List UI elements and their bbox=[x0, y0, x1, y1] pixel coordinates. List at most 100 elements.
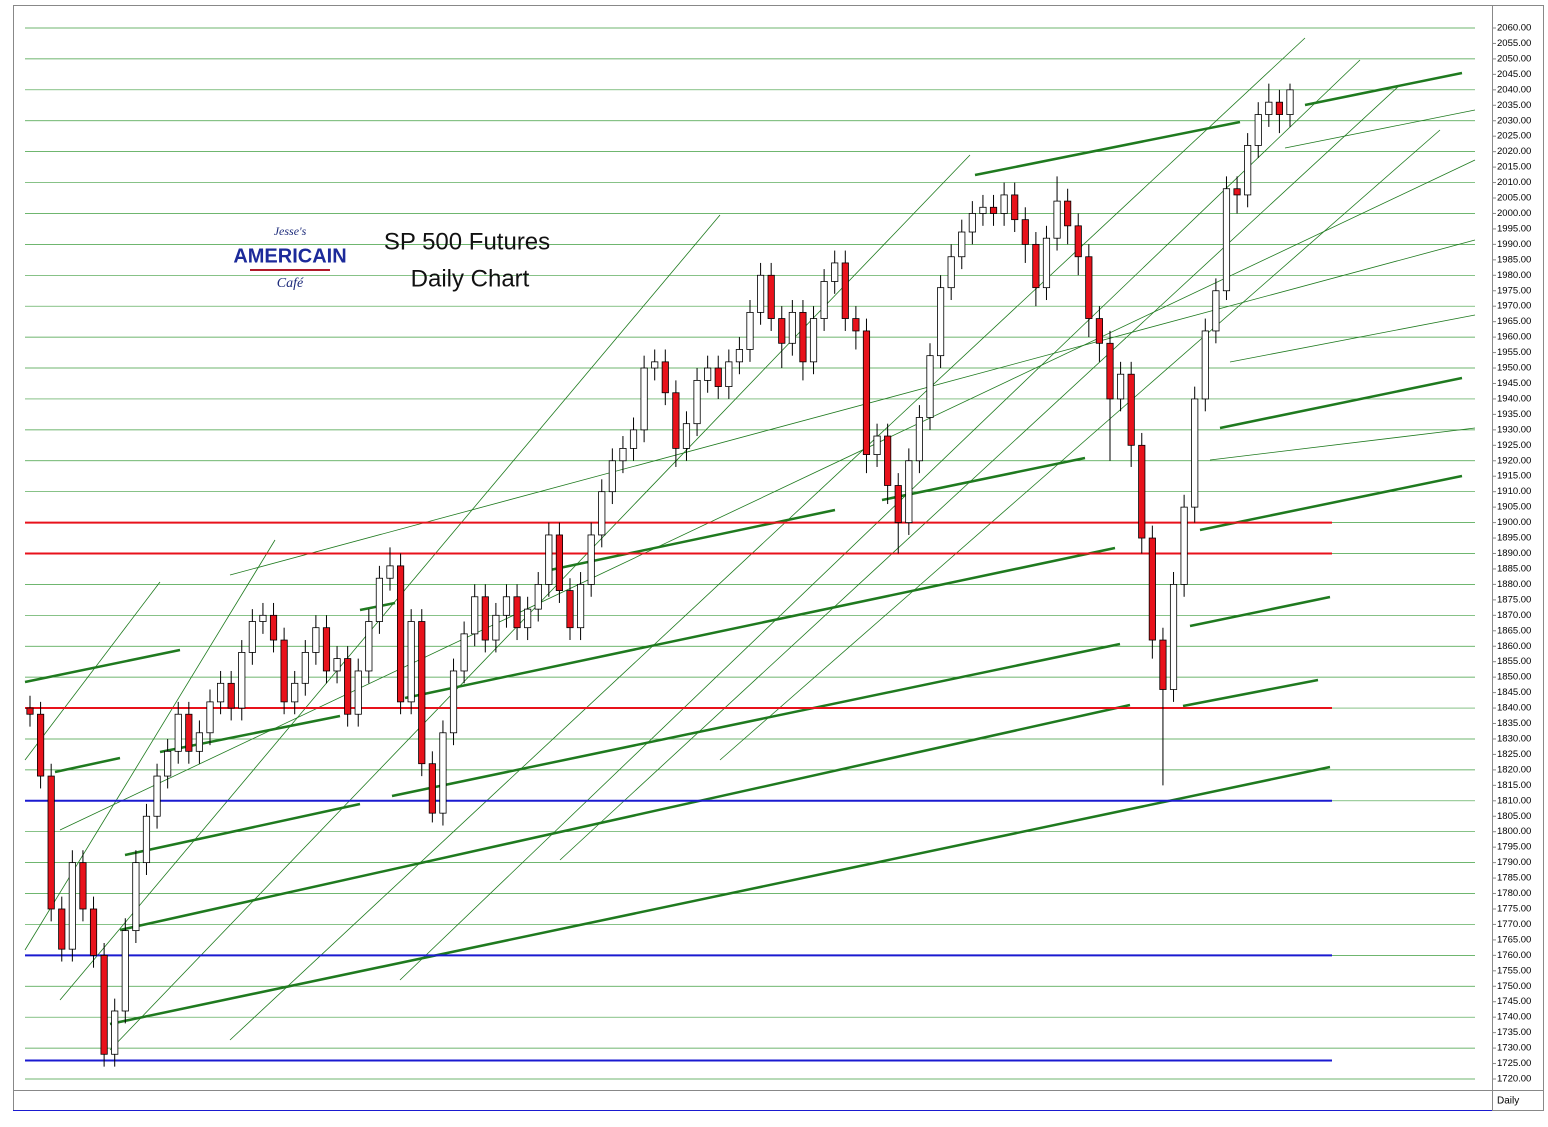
candle-body bbox=[968, 213, 976, 233]
candle-body bbox=[534, 584, 542, 610]
candle-body bbox=[1275, 101, 1283, 115]
fan-line bbox=[59, 214, 721, 1001]
trendline bbox=[1199, 474, 1463, 532]
logo: Jesse's AMERICAIN Café bbox=[233, 224, 346, 291]
candle-body bbox=[1021, 219, 1029, 245]
y-tick-label: 1965.00 bbox=[1497, 316, 1531, 327]
y-tick-label: 2025.00 bbox=[1497, 131, 1531, 142]
y-tick-label: 2015.00 bbox=[1497, 162, 1531, 173]
candle-body bbox=[111, 1010, 119, 1055]
candle-body bbox=[1191, 398, 1199, 508]
candle-body bbox=[714, 367, 722, 387]
candle-body bbox=[608, 460, 616, 493]
candle-body bbox=[142, 815, 151, 864]
candle-body bbox=[1254, 114, 1262, 146]
candle-body bbox=[79, 862, 87, 910]
candle-body bbox=[915, 417, 923, 462]
y-tick-label: 1790.00 bbox=[1497, 857, 1531, 868]
y-tick-label: 1890.00 bbox=[1497, 548, 1531, 559]
y-tick-label: 1825.00 bbox=[1497, 749, 1531, 760]
candle-body bbox=[333, 658, 341, 672]
logo-line: Café bbox=[277, 276, 304, 291]
y-tick-label: 1985.00 bbox=[1497, 254, 1531, 265]
candle-body bbox=[397, 565, 405, 703]
fan-line bbox=[719, 129, 1441, 761]
candle-body bbox=[788, 311, 796, 344]
candle-body bbox=[301, 652, 309, 684]
y-tick-label: 1915.00 bbox=[1497, 471, 1531, 482]
logo-line: Jesse's bbox=[274, 224, 307, 238]
y-tick-label: 1960.00 bbox=[1497, 332, 1531, 343]
candle-body bbox=[629, 429, 638, 449]
candle-body bbox=[227, 682, 235, 709]
candle-body bbox=[778, 318, 786, 344]
y-tick-label: 1725.00 bbox=[1497, 1058, 1531, 1069]
y-tick-label: 1955.00 bbox=[1497, 347, 1531, 358]
y-tick-label: 1765.00 bbox=[1497, 934, 1531, 945]
candle-body bbox=[1053, 200, 1061, 239]
candle-body bbox=[1095, 318, 1103, 344]
y-tick-label: 2060.00 bbox=[1497, 23, 1531, 34]
candle-body bbox=[481, 596, 489, 641]
y-tick-label: 1850.00 bbox=[1497, 672, 1531, 683]
y-tick-label: 1920.00 bbox=[1497, 455, 1531, 466]
y-tick-label: 1750.00 bbox=[1497, 981, 1531, 992]
trendline bbox=[404, 546, 1116, 700]
y-tick-label: 1895.00 bbox=[1497, 533, 1531, 544]
candle-body bbox=[1138, 444, 1146, 539]
y-tick-label: 1770.00 bbox=[1497, 919, 1531, 930]
candle-body bbox=[1169, 584, 1178, 690]
candle-body bbox=[1212, 290, 1220, 332]
y-tick-label: 1930.00 bbox=[1497, 424, 1531, 435]
candle-body bbox=[1011, 194, 1019, 221]
chart-subtitle: Daily Chart bbox=[411, 265, 530, 292]
candle-body bbox=[1064, 200, 1072, 227]
candle-body bbox=[449, 670, 458, 734]
candle-body bbox=[513, 596, 521, 629]
candle-body bbox=[460, 633, 468, 672]
trendline bbox=[119, 703, 1131, 932]
candle-body bbox=[502, 596, 511, 616]
y-tick-label: 1975.00 bbox=[1497, 285, 1531, 296]
y-tick-label: 2055.00 bbox=[1497, 38, 1531, 49]
candle-body bbox=[195, 732, 203, 752]
candle-body bbox=[820, 281, 828, 319]
candle-body bbox=[979, 206, 987, 214]
fan-line bbox=[559, 84, 1401, 861]
candle-body bbox=[1000, 194, 1008, 214]
y-tick-label: 1795.00 bbox=[1497, 842, 1531, 853]
candle-body bbox=[1180, 506, 1188, 585]
candle-body bbox=[1233, 188, 1241, 196]
candle-body bbox=[746, 311, 754, 350]
fan-line bbox=[1284, 109, 1476, 149]
trendline bbox=[54, 756, 121, 774]
candle-body bbox=[947, 256, 955, 289]
candle-body bbox=[619, 447, 627, 462]
candle-body bbox=[555, 534, 563, 591]
y-tick-label: 2030.00 bbox=[1497, 115, 1531, 126]
y-tick-label: 1875.00 bbox=[1497, 594, 1531, 605]
y-tick-label: 1810.00 bbox=[1497, 795, 1531, 806]
candle-body bbox=[958, 231, 966, 258]
y-tick-label: 1885.00 bbox=[1497, 563, 1531, 574]
candle-body bbox=[831, 262, 839, 282]
fan-line bbox=[1229, 314, 1476, 363]
y-tick-label: 1745.00 bbox=[1497, 996, 1531, 1007]
y-tick-label: 2020.00 bbox=[1497, 146, 1531, 157]
y-tick-label: 1905.00 bbox=[1497, 502, 1531, 513]
y-tick-label: 2035.00 bbox=[1497, 100, 1531, 111]
y-tick-label: 1945.00 bbox=[1497, 378, 1531, 389]
fan-line bbox=[229, 37, 1306, 1041]
candle-body bbox=[68, 862, 76, 950]
candle-body bbox=[989, 206, 998, 214]
y-tick-label: 1780.00 bbox=[1497, 888, 1531, 899]
candle-body bbox=[926, 355, 934, 418]
candle-body bbox=[37, 713, 45, 777]
y-tick-label: 1760.00 bbox=[1497, 950, 1531, 961]
candle-body bbox=[354, 670, 362, 715]
candle-body bbox=[735, 349, 743, 363]
major-trendlines bbox=[24, 71, 1463, 1026]
candle-body bbox=[375, 577, 383, 622]
candle-body bbox=[386, 565, 394, 579]
